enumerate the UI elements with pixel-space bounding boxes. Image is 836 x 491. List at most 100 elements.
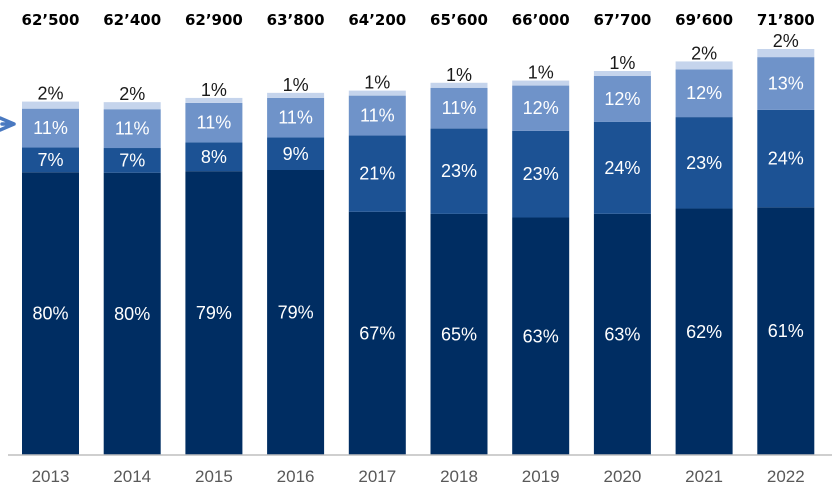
segment-labels-group: 80% 7% 11% 2% 80% 7% 11% 2% 79% 8% 11% 1% 79% 9% 11% 1%… xyxy=(32,31,803,346)
bar-segment-2015-3 xyxy=(185,102,243,143)
bar-segment-2013-2 xyxy=(22,147,79,173)
total-label-2016: 63’800 xyxy=(267,11,325,29)
total-label-2013: 62’500 xyxy=(22,11,80,29)
segment-label-2019-3: 12% xyxy=(523,98,559,118)
segment-label-2018-4: 1% xyxy=(446,65,472,85)
segment-label-2016-4: 1% xyxy=(283,75,309,95)
segment-label-2015-4: 1% xyxy=(201,80,227,100)
bar-segment-2020-4 xyxy=(593,71,651,77)
bar-segment-2022-3 xyxy=(757,57,815,110)
segment-label-2021-4: 2% xyxy=(691,43,717,63)
bar-segment-2020-2 xyxy=(593,121,651,214)
bar-segment-2019-1 xyxy=(512,217,570,455)
segment-label-2022-2: 24% xyxy=(768,149,804,169)
bar-segment-2015-2 xyxy=(185,142,243,172)
total-label-2022: 71’800 xyxy=(757,11,815,29)
segment-label-2017-3: 11% xyxy=(360,106,395,126)
total-label-2015: 62’900 xyxy=(185,11,243,29)
segment-label-2022-1: 61% xyxy=(768,321,804,341)
bar-segment-2016-4 xyxy=(267,92,325,98)
segment-label-2013-2: 7% xyxy=(37,150,63,170)
segment-label-2014-1: 80% xyxy=(114,304,150,324)
total-label-2017: 64’200 xyxy=(348,11,406,29)
bar-segment-2013-3 xyxy=(22,108,79,148)
bar-segment-2016-1 xyxy=(267,170,325,455)
bar-segment-2017-1 xyxy=(348,211,406,455)
total-label-2018: 65’600 xyxy=(430,11,488,29)
x-tick-2019: 2019 xyxy=(522,467,560,486)
x-axis-ticks-group: 2013 2014 2015 2016 2017 2018 2019 2020 2021 2022 xyxy=(32,467,805,486)
segment-label-2017-2: 21% xyxy=(359,164,395,184)
bar-segment-2018-4 xyxy=(430,82,488,88)
bar-segment-2013-1 xyxy=(22,172,79,455)
arrow-right-icon xyxy=(0,116,16,132)
bar-segment-2019-2 xyxy=(512,130,570,218)
x-tick-2016: 2016 xyxy=(277,467,315,486)
x-tick-2013: 2013 xyxy=(32,467,70,486)
bar-segment-2021-3 xyxy=(675,69,733,118)
total-labels-group: 62’500 62’400 62’900 63’800 64’200 65’600 66’0… xyxy=(22,11,815,29)
bar-segment-2022-2 xyxy=(757,109,815,208)
bar-segment-2020-3 xyxy=(593,76,651,122)
total-label-2019: 66’000 xyxy=(512,11,570,29)
segment-label-2017-1: 67% xyxy=(359,323,395,343)
segment-label-2019-4: 1% xyxy=(528,63,554,83)
segment-label-2013-4: 2% xyxy=(37,84,63,104)
segment-label-2016-2: 9% xyxy=(283,144,309,164)
segment-label-2022-3: 13% xyxy=(768,74,804,94)
bar-segment-2016-2 xyxy=(267,137,325,170)
segment-label-2020-4: 1% xyxy=(609,53,635,73)
bar-segment-2016-3 xyxy=(267,97,325,138)
bar-segment-2022-4 xyxy=(757,49,815,58)
segment-label-2018-3: 11% xyxy=(442,98,477,118)
bar-segment-2013-4 xyxy=(22,101,79,109)
bars-group xyxy=(22,49,815,455)
segment-label-2014-4: 2% xyxy=(119,84,145,104)
x-tick-2021: 2021 xyxy=(685,467,723,486)
total-label-2021: 69’600 xyxy=(675,11,733,29)
segment-label-2014-2: 7% xyxy=(119,150,145,170)
x-tick-2014: 2014 xyxy=(113,467,151,486)
segment-label-2013-3: 11% xyxy=(33,118,68,138)
segment-label-2021-3: 12% xyxy=(686,83,722,103)
segment-label-2013-1: 80% xyxy=(32,304,68,324)
bar-segment-2020-1 xyxy=(593,213,651,455)
x-tick-2020: 2020 xyxy=(603,467,641,486)
total-label-2020: 67’700 xyxy=(593,11,651,29)
segment-label-2020-3: 12% xyxy=(604,89,640,109)
bar-segment-2015-1 xyxy=(185,171,243,455)
bar-segment-2014-1 xyxy=(103,172,161,455)
segment-label-2020-2: 24% xyxy=(604,158,640,178)
x-tick-2018: 2018 xyxy=(440,467,478,486)
total-label-2014: 62’400 xyxy=(103,11,161,29)
x-tick-2017: 2017 xyxy=(358,467,396,486)
segment-label-2015-1: 79% xyxy=(196,303,232,323)
bar-segment-2014-3 xyxy=(103,109,161,149)
bar-segment-2019-3 xyxy=(512,85,570,131)
bar-segment-2017-3 xyxy=(348,95,406,136)
segment-label-2020-1: 63% xyxy=(604,324,640,344)
bar-segment-2015-4 xyxy=(185,97,243,103)
bar-segment-2014-4 xyxy=(103,102,161,110)
bar-segment-2017-4 xyxy=(348,90,406,96)
bar-segment-2021-2 xyxy=(675,117,733,209)
segment-label-2014-3: 11% xyxy=(115,119,150,139)
segment-label-2022-4: 2% xyxy=(773,31,799,51)
segment-label-2021-1: 62% xyxy=(686,322,722,342)
segment-label-2015-3: 11% xyxy=(197,113,232,133)
bar-segment-2017-2 xyxy=(348,135,406,212)
bar-segment-2018-2 xyxy=(430,128,488,214)
x-tick-2022: 2022 xyxy=(767,467,805,486)
bar-segment-2021-1 xyxy=(675,208,733,455)
bar-segment-2019-4 xyxy=(512,80,570,86)
x-tick-2015: 2015 xyxy=(195,467,233,486)
segment-label-2016-1: 79% xyxy=(278,303,314,323)
segment-label-2019-1: 63% xyxy=(523,326,559,346)
bar-segment-2018-1 xyxy=(430,213,488,455)
segment-label-2016-3: 11% xyxy=(278,108,313,128)
segment-label-2019-2: 23% xyxy=(523,164,559,184)
bar-segment-2018-3 xyxy=(430,87,488,129)
bar-segment-2014-2 xyxy=(103,148,161,173)
segment-label-2018-1: 65% xyxy=(441,324,477,344)
